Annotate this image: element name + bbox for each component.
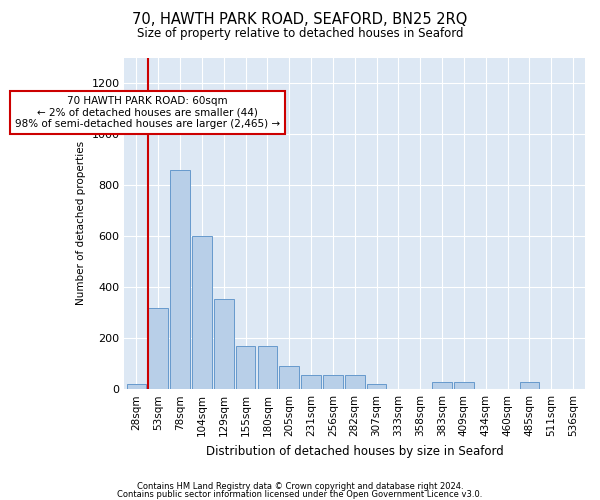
Bar (127, 384, 146, 389)
Bar (367, 384, 386, 389)
Bar (192, 236, 212, 389)
Bar (345, 375, 365, 389)
X-axis label: Distribution of detached houses by size in Seaford: Distribution of detached houses by size … (206, 444, 503, 458)
Y-axis label: Number of detached properties: Number of detached properties (76, 142, 86, 306)
Text: Size of property relative to detached houses in Seaford: Size of property relative to detached ho… (137, 28, 463, 40)
Bar (432, 382, 452, 389)
Bar (214, 298, 233, 389)
Bar (520, 382, 539, 389)
Text: Contains HM Land Registry data © Crown copyright and database right 2024.: Contains HM Land Registry data © Crown c… (137, 482, 463, 491)
Bar (148, 308, 168, 389)
Text: 70, HAWTH PARK ROAD, SEAFORD, BN25 2RQ: 70, HAWTH PARK ROAD, SEAFORD, BN25 2RQ (133, 12, 467, 28)
Bar (454, 382, 473, 389)
Bar (236, 346, 256, 389)
Text: Contains public sector information licensed under the Open Government Licence v3: Contains public sector information licen… (118, 490, 482, 499)
Bar (280, 366, 299, 389)
Bar (323, 375, 343, 389)
Text: 70 HAWTH PARK ROAD: 60sqm
← 2% of detached houses are smaller (44)
98% of semi-d: 70 HAWTH PARK ROAD: 60sqm ← 2% of detach… (15, 96, 280, 129)
Bar (170, 170, 190, 389)
Bar (301, 375, 321, 389)
Bar (257, 346, 277, 389)
